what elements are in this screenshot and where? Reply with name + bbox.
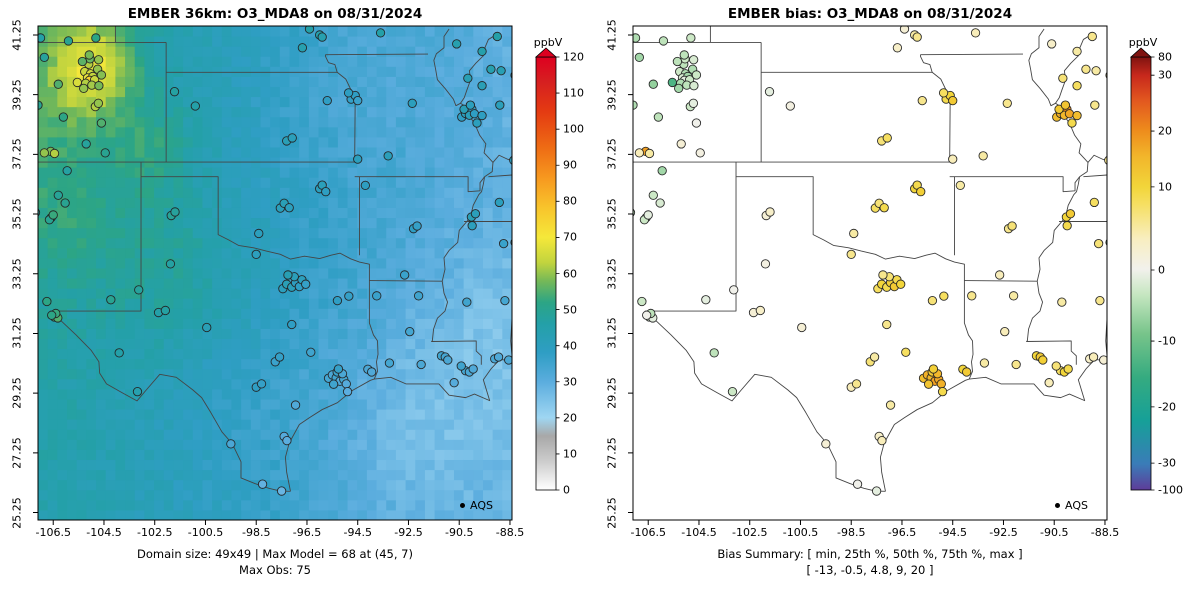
aqs-legend: AQS [1055, 499, 1088, 512]
colorbar-tick-label: 80 [1158, 50, 1172, 64]
colorbar-tick-label: 40 [563, 339, 577, 353]
x-tick-label: -90.5 [1039, 526, 1069, 539]
colorbar-tick-label: 0 [563, 483, 570, 497]
colorbar-tick-label: -10 [1158, 334, 1176, 348]
x-tick-label: -98.5 [836, 526, 866, 539]
colorbar-tick-label: -100 [1158, 483, 1183, 497]
colorbar-tick-label: 80 [563, 194, 577, 208]
x-tick-label: -94.5 [343, 526, 372, 539]
y-tick-label: 33.25 [605, 257, 619, 290]
bias-map-panel: EMBER bias: O3_MDA8 on 08/31/2024 ppbV A… [595, 0, 1195, 600]
x-tick-label: -94.5 [938, 526, 967, 539]
aqs-legend-label: AQS [1065, 499, 1088, 512]
x-tick-label: -104.5 [86, 526, 122, 539]
caption-bias-summary-header: Bias Summary: [ min, 25th %, 50th %, 75t… [717, 547, 1023, 561]
x-tick-label: -92.5 [989, 526, 1018, 539]
colorbar-tick-label: 110 [563, 86, 584, 100]
colorbar-unit-label: ppbV [533, 36, 563, 49]
x-tick-label: -88.5 [495, 526, 525, 539]
colorbar-tick-label: 30 [563, 375, 577, 389]
caption-max-obs: Max Obs: 75 [239, 563, 311, 577]
colorbar-tick-label: 120 [563, 50, 584, 64]
model-map-caption: Domain size: 49x49 | Max Model = 68 at (… [38, 546, 512, 578]
x-tick-label: -96.5 [292, 526, 322, 539]
aqs-legend-label: AQS [470, 499, 493, 512]
y-tick-label: 29.25 [10, 377, 24, 409]
x-tick-label: -92.5 [394, 526, 423, 539]
y-tick-label: 33.25 [10, 257, 24, 290]
model-map-title: EMBER 36km: O3_MDA8 on 08/31/2024 [127, 6, 423, 22]
colorbar-tick-label: -20 [1158, 400, 1176, 414]
colorbar-tick-label: 10 [1158, 180, 1172, 194]
x-tick-label: -104.5 [681, 526, 717, 539]
aqs-point-icon [460, 503, 465, 508]
x-tick-label: -96.5 [887, 526, 917, 539]
bias-map-canvas [595, 0, 1195, 600]
y-tick-label: 37.25 [605, 138, 619, 171]
x-tick-label: -102.5 [136, 526, 173, 539]
y-tick-label: 39.25 [10, 78, 24, 111]
caption-bias-summary-values: [ -13, -0.5, 4.8, 9, 20 ] [806, 563, 934, 577]
y-tick-label: 27.25 [10, 437, 24, 469]
colorbar-tick-label: 50 [563, 303, 577, 317]
y-tick-label: 41.25 [605, 19, 619, 51]
y-tick-label: 35.25 [10, 198, 24, 230]
y-tick-label: 27.25 [605, 437, 619, 469]
x-tick-label: -88.5 [1090, 526, 1120, 539]
colorbar-tick-label: 70 [563, 230, 577, 244]
y-tick-label: 39.25 [605, 78, 619, 111]
colorbar-tick-label: 20 [1158, 124, 1172, 138]
aqs-legend: AQS [460, 499, 493, 512]
y-tick-label: 25.25 [605, 496, 619, 529]
model-map-panel: EMBER 36km: O3_MDA8 on 08/31/2024 ppbV A… [0, 0, 600, 600]
caption-domain-size: Domain size: 49x49 | Max Model = 68 at (… [136, 547, 413, 561]
y-tick-label: 41.25 [10, 19, 24, 51]
y-tick-label: 35.25 [605, 198, 619, 230]
aqs-point-icon [1055, 503, 1060, 508]
colorbar-tick-label: 100 [563, 122, 584, 136]
model-map-canvas [0, 0, 600, 600]
colorbar-tick-label: 20 [563, 411, 577, 425]
colorbar-tick-label: 90 [563, 158, 577, 172]
x-tick-label: -106.5 [630, 526, 666, 539]
y-tick-label: 37.25 [10, 138, 24, 171]
y-tick-label: 29.25 [605, 377, 619, 409]
y-tick-label: 25.25 [10, 496, 24, 529]
y-tick-label: 31.25 [10, 317, 24, 350]
x-tick-label: -106.5 [35, 526, 71, 539]
x-tick-label: -100.5 [187, 526, 224, 539]
colorbar-tick-label: 30 [1158, 68, 1172, 82]
colorbar-tick-label: 10 [563, 447, 577, 461]
x-tick-label: -90.5 [444, 526, 474, 539]
x-tick-label: -98.5 [241, 526, 271, 539]
colorbar-tick-label: 60 [563, 267, 577, 280]
x-tick-label: -100.5 [782, 526, 819, 539]
bias-map-caption: Bias Summary: [ min, 25th %, 50th %, 75t… [633, 546, 1107, 578]
x-tick-label: -102.5 [731, 526, 768, 539]
colorbar-tick-label: -30 [1158, 456, 1176, 470]
y-tick-label: 31.25 [605, 317, 619, 350]
bias-map-title: EMBER bias: O3_MDA8 on 08/31/2024 [727, 6, 1013, 22]
colorbar-unit-label: ppbV [1128, 36, 1158, 49]
colorbar-tick-label: 0 [1158, 263, 1165, 277]
